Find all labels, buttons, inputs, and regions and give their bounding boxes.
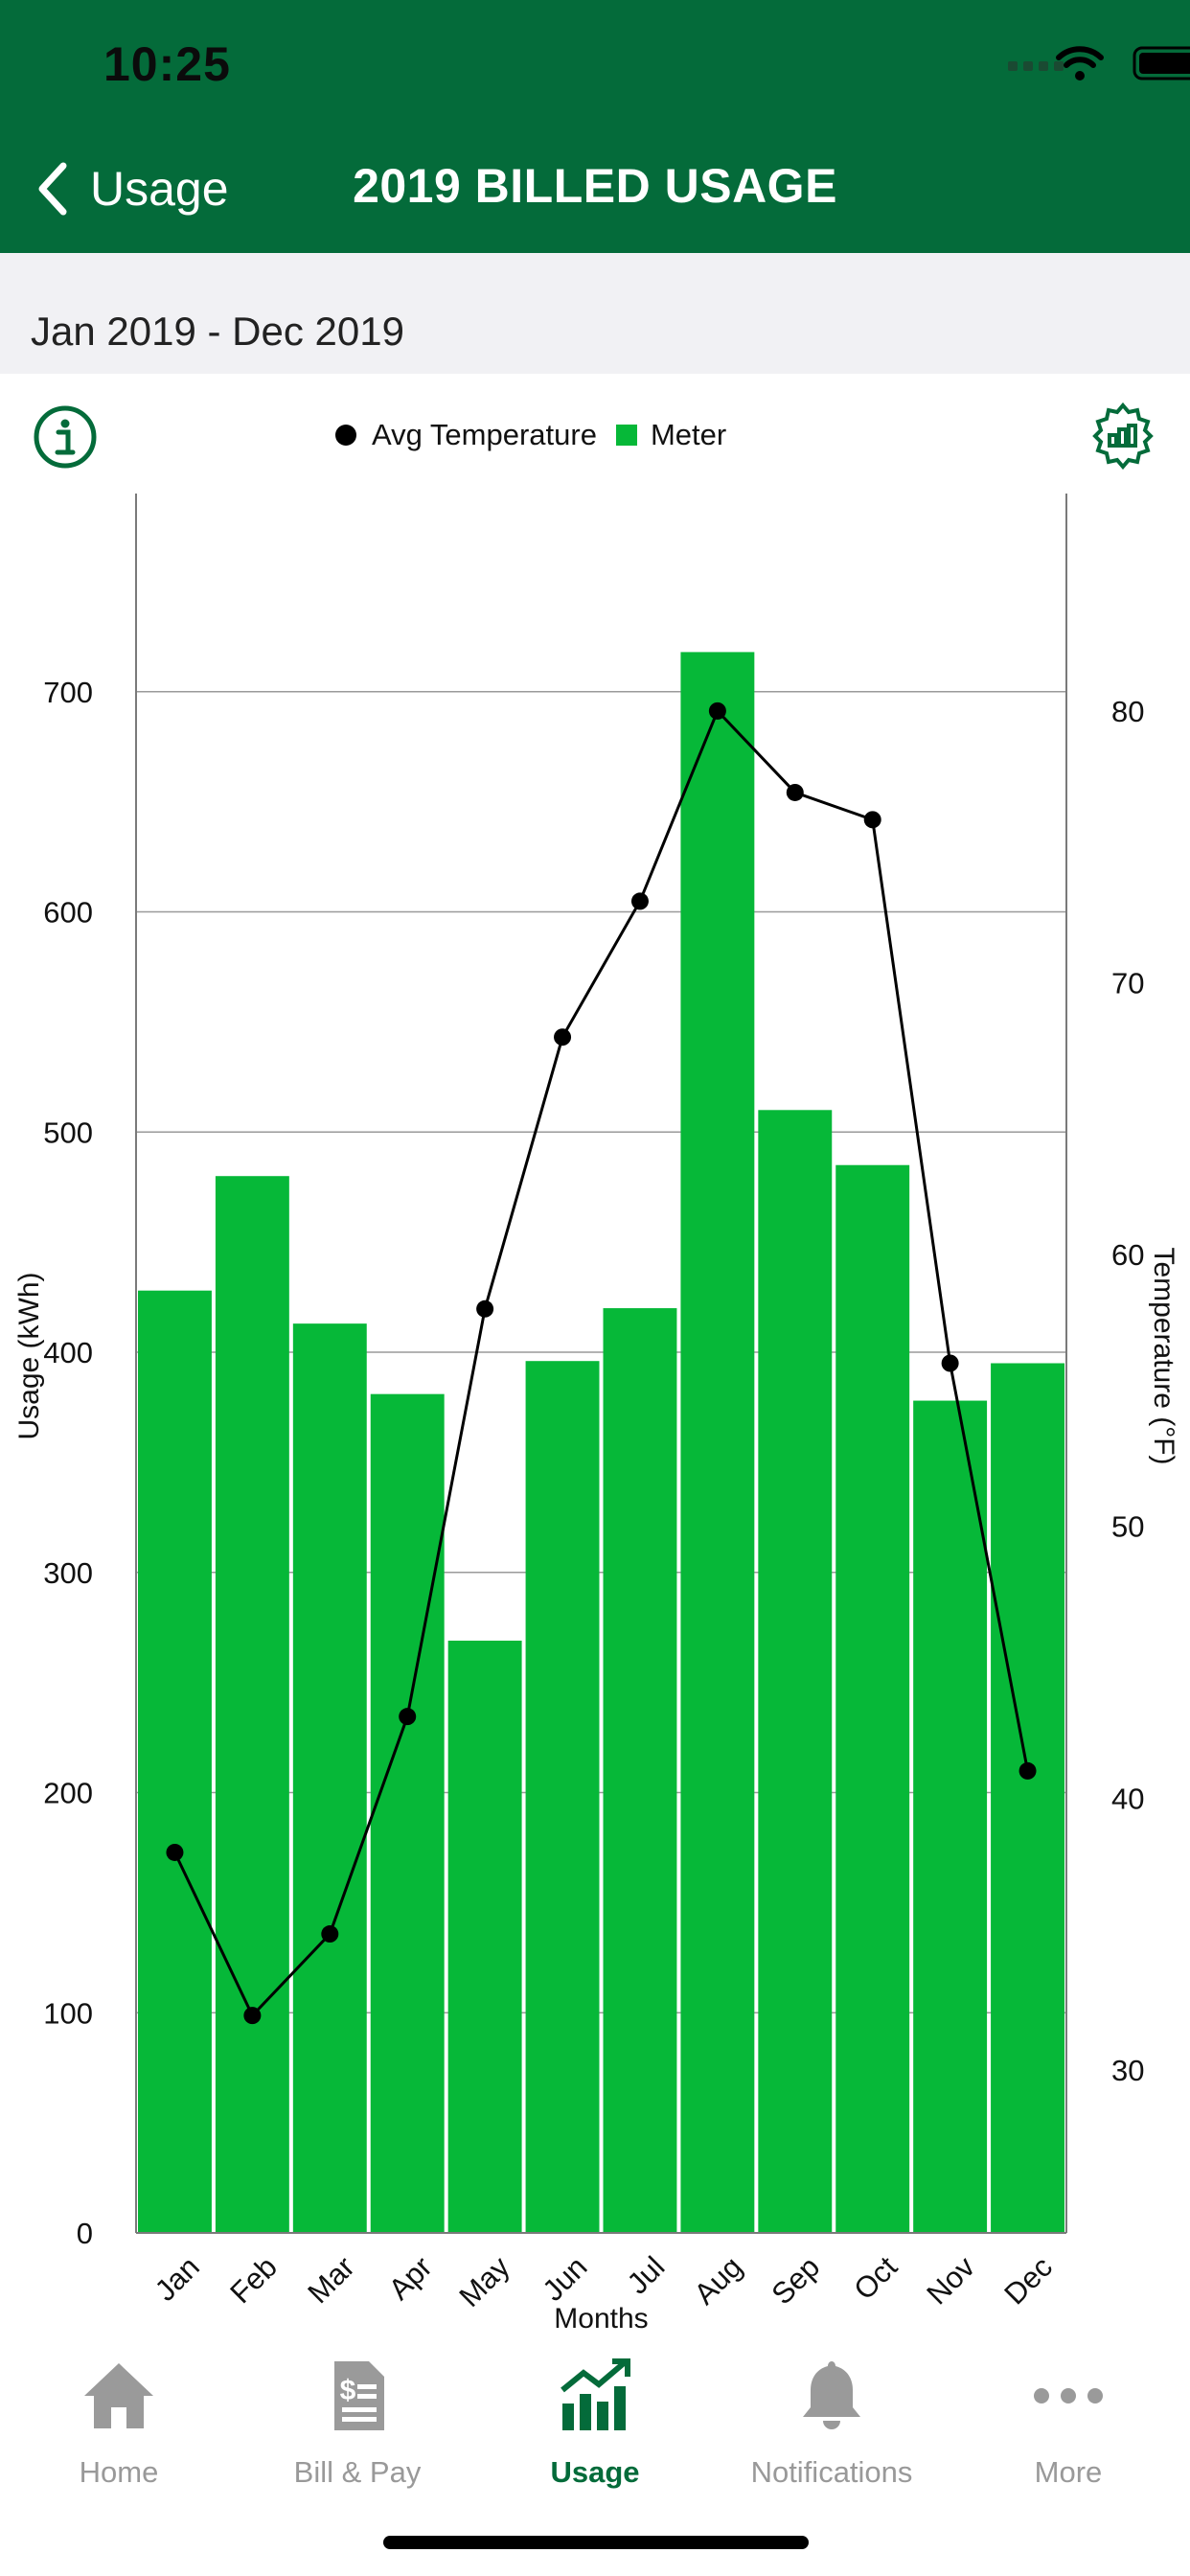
usage-bar	[680, 652, 755, 2233]
x-tick-label: Feb	[223, 2250, 284, 2311]
temperature-point	[630, 892, 649, 910]
chart-legend: Avg Temperature Meter	[335, 414, 747, 456]
tab-label-bill-pay: Bill & Pay	[293, 2455, 422, 2489]
status-time: 10:25	[103, 37, 231, 91]
bill-pay-icon: $	[334, 2361, 384, 2430]
app-header: 10:25 Usage 2019 BILLED USAGE	[0, 0, 1190, 253]
usage-bar	[991, 1363, 1064, 2233]
temperature-point	[321, 1925, 339, 1944]
chart-settings-icon[interactable]	[1088, 401, 1157, 470]
usage-bar	[758, 1110, 833, 2233]
temperature-point	[708, 702, 726, 720]
temperature-point	[243, 2007, 262, 2025]
y-tick-label: 700	[43, 676, 93, 709]
usage-bar	[447, 1640, 522, 2233]
temperature-point	[1018, 1761, 1037, 1780]
usage-bar	[603, 1308, 677, 2233]
tab-label-usage: Usage	[550, 2455, 640, 2489]
page-title: 2019 BILLED USAGE	[353, 159, 837, 213]
temperature-point	[554, 1028, 572, 1046]
temperature-point	[941, 1354, 959, 1372]
more-icon	[1034, 2388, 1103, 2404]
temperature-point	[399, 1708, 417, 1726]
x-tick-label: May	[452, 2249, 516, 2313]
home-indicator	[383, 2536, 809, 2549]
legend-line-marker	[335, 425, 356, 446]
usage-bar	[913, 1400, 988, 2233]
y2-tick-label: 30	[1111, 2054, 1144, 2087]
svg-text:$: $	[340, 2375, 356, 2406]
x-tick-label: Nov	[920, 2249, 981, 2311]
y2-axis-title: Temperature (°F)	[1148, 1247, 1179, 1464]
date-range-label: Jan 2019 - Dec 2019	[31, 309, 404, 354]
y-tick-label: 500	[43, 1116, 93, 1149]
usage-bar	[138, 1290, 212, 2233]
home-icon	[84, 2363, 153, 2428]
y-tick-label: 400	[43, 1336, 93, 1369]
wifi-icon	[1056, 46, 1104, 80]
tab-label-more: More	[1034, 2455, 1103, 2489]
back-button[interactable]: Usage	[34, 155, 229, 222]
usage-bar	[215, 1176, 289, 2233]
date-range-bar: Jan 2019 - Dec 2019	[0, 253, 1190, 374]
temperature-point	[166, 1843, 184, 1861]
tab-more[interactable]: More	[963, 2358, 1174, 2492]
y-tick-label: 300	[43, 1556, 93, 1590]
tab-home[interactable]: Home	[13, 2358, 224, 2492]
cellular-signal-icon	[1008, 61, 1064, 71]
tab-label-home: Home	[79, 2455, 159, 2489]
x-tick-label: Aug	[688, 2250, 749, 2312]
x-axis-title: Months	[554, 2303, 648, 2329]
y2-tick-label: 80	[1111, 695, 1144, 728]
legend-bar-label: Meter	[650, 418, 727, 451]
usage-bar	[835, 1164, 910, 2233]
x-tick-label: Apr	[382, 2250, 439, 2307]
x-tick-label: Oct	[847, 2249, 904, 2306]
x-tick-label: Dec	[997, 2250, 1059, 2312]
usage-bar	[292, 1323, 367, 2233]
tab-usage[interactable]: Usage	[490, 2358, 700, 2492]
info-icon[interactable]	[33, 404, 98, 470]
y2-tick-label: 70	[1111, 966, 1144, 1000]
x-tick-label: Jul	[621, 2250, 672, 2301]
temperature-line	[173, 708, 1030, 2018]
tab-notifications[interactable]: Notifications	[726, 2358, 937, 2492]
x-tick-label: Jun	[536, 2250, 593, 2308]
bell-icon	[803, 2361, 860, 2429]
tab-label-notifications: Notifications	[750, 2455, 913, 2489]
usage-chart-icon	[561, 2358, 630, 2430]
y2-tick-label: 60	[1111, 1238, 1144, 1272]
y2-tick-label: 40	[1111, 1782, 1144, 1815]
tab-bill-pay[interactable]: $ Bill & Pay	[252, 2358, 463, 2492]
x-tick-label: Mar	[301, 2250, 361, 2311]
y-tick-label: 0	[77, 2217, 93, 2250]
y-axis-title: Usage (kWh)	[13, 1272, 45, 1439]
y-tick-label: 100	[43, 1996, 93, 2030]
usage-bar	[525, 1361, 600, 2233]
y-tick-label: 600	[43, 896, 93, 930]
x-tick-label: Sep	[766, 2250, 827, 2312]
legend-bar-marker	[615, 425, 637, 446]
tab-bar: Home $ Bill & Pay Usage Notifications	[0, 2329, 1190, 2576]
temperature-point	[786, 783, 804, 801]
temperature-point	[476, 1300, 494, 1318]
legend-line-label: Avg Temperature	[372, 418, 597, 451]
y-tick-label: 200	[43, 1777, 93, 1810]
y2-tick-label: 50	[1111, 1510, 1144, 1544]
chevron-left-icon	[38, 162, 67, 216]
usage-chart: 0 100 200 300 400 500 600 700 30 40 50 60 70 80 Jan Feb…	[13, 494, 1179, 2329]
temperature-point	[863, 811, 881, 829]
usage-bar	[370, 1393, 445, 2233]
x-tick-label: Jan	[149, 2250, 206, 2308]
battery-icon	[1133, 46, 1190, 80]
back-label: Usage	[90, 162, 229, 216]
